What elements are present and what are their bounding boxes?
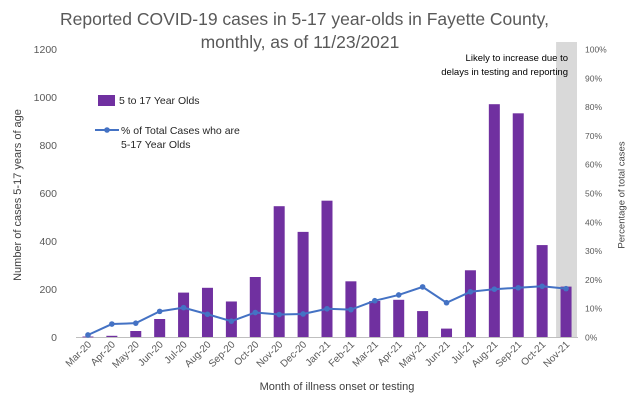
legend-bar-label: 5 to 17 Year Olds — [119, 95, 200, 107]
line-point — [395, 292, 402, 298]
line-point — [228, 318, 235, 324]
x-tick-label: Sep-21 — [494, 339, 525, 370]
line-point — [372, 297, 378, 304]
bar — [393, 299, 405, 337]
x-tick-label: Nov-21 — [542, 339, 573, 370]
y-tick-label: 400 — [39, 236, 57, 248]
bar — [273, 206, 285, 337]
y-tick-label: 800 — [39, 140, 57, 152]
y-tick-label: 1200 — [34, 44, 58, 56]
line-point — [467, 288, 474, 295]
x-tick-label: May-20 — [111, 339, 143, 371]
legend-line-label: % of Total Cases who are 5-17 Year Olds — [121, 125, 240, 151]
line-point — [85, 332, 91, 338]
x-tick-label: Sep-20 — [207, 339, 238, 370]
x-tick-label: Mar-20 — [64, 339, 94, 369]
y2-tick-label: 80% — [585, 102, 602, 112]
line-point — [324, 305, 330, 312]
y2-tick-label: 70% — [585, 131, 602, 141]
y-tick-label: 1000 — [34, 92, 58, 104]
line-point — [109, 321, 115, 327]
bar — [154, 319, 166, 337]
line-point — [180, 304, 187, 311]
bar — [321, 200, 333, 337]
line-point — [276, 311, 282, 318]
bar — [369, 301, 381, 337]
y2-tick-label: 10% — [585, 304, 602, 314]
line-point — [252, 309, 259, 316]
line-point — [443, 299, 450, 306]
bar — [249, 277, 261, 337]
x-tick-label: May-21 — [397, 339, 429, 371]
bar — [464, 270, 476, 337]
x-tick-label: Jun-20 — [136, 339, 166, 369]
bar — [536, 245, 548, 337]
x-tick-label: Jun-21 — [423, 339, 453, 369]
line-point — [300, 311, 306, 317]
line-point — [156, 308, 163, 315]
bar — [178, 292, 190, 337]
line-point — [419, 284, 426, 290]
y-tick-label: 0 — [51, 332, 57, 344]
y-axis-title: Number of cases 5-17 years of age — [12, 109, 24, 281]
line-point — [563, 285, 569, 292]
chart-title-line-2: monthly, as of 11/23/2021 — [200, 32, 400, 52]
y2-tick-label: 20% — [585, 275, 602, 285]
line-point — [204, 311, 211, 318]
bar — [560, 286, 572, 337]
bar — [106, 335, 118, 337]
x-tick-label: Mar-21 — [351, 339, 381, 369]
legend-line-swatch — [95, 127, 119, 133]
y2-tick-label: 90% — [585, 73, 602, 83]
y2-tick-label: 40% — [585, 217, 602, 227]
line-point — [539, 283, 545, 290]
y-tick-label: 600 — [39, 188, 57, 200]
bar — [441, 328, 453, 337]
x-axis-title: Month of illness onset or testing — [259, 381, 415, 393]
delay-annotation: Likely to increase due to delays in test… — [441, 53, 568, 78]
bar — [488, 104, 500, 337]
chart-title-line-1: Reported COVID-19 cases in 5-17 year-old… — [60, 9, 549, 29]
y2-tick-label: 100% — [585, 45, 607, 55]
bar — [130, 331, 142, 337]
legend-bar-swatch — [98, 95, 115, 106]
y2-tick-label: 50% — [585, 189, 602, 199]
x-tick-label: Dec-20 — [279, 339, 310, 370]
line-point — [491, 286, 498, 292]
line-point — [515, 284, 522, 291]
line-point — [348, 306, 354, 313]
y2-tick-label: 0% — [585, 333, 598, 343]
y2-tick-label: 60% — [585, 160, 602, 170]
incomplete-month-shade — [556, 42, 577, 337]
bar — [512, 113, 524, 337]
y-tick-label: 200 — [39, 284, 57, 296]
bar — [297, 231, 309, 337]
line-point — [132, 320, 139, 326]
bar — [417, 311, 429, 337]
y2-tick-label: 30% — [585, 246, 602, 256]
y2-axis-title: Percentage of total cases — [616, 141, 628, 249]
